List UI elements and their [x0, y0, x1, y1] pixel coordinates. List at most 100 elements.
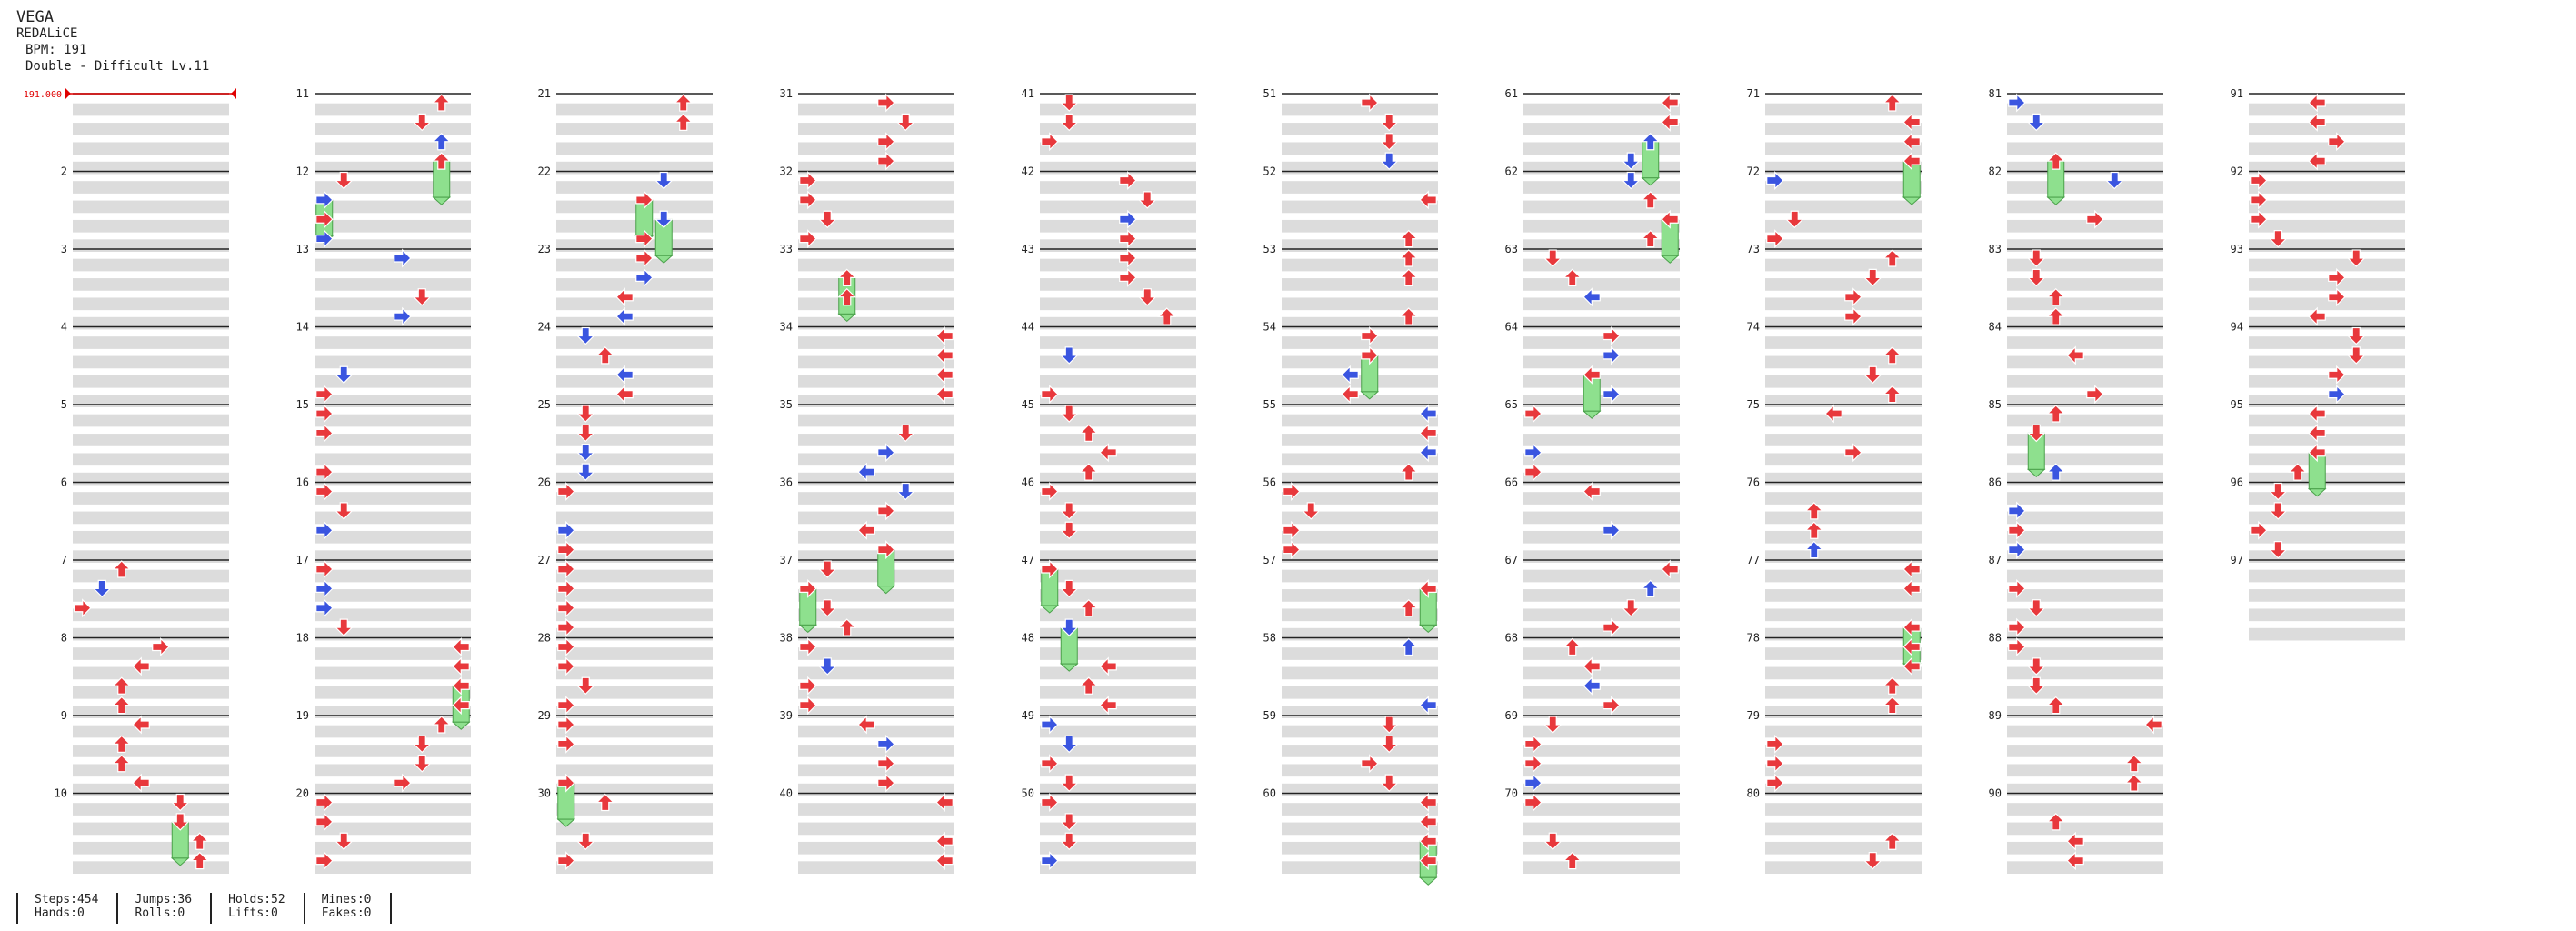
measure-number: 44: [1022, 321, 1034, 334]
step-arrow: [1641, 191, 1661, 209]
step-arrow: [1059, 618, 1079, 636]
beat-band: [2007, 861, 2163, 874]
beat-band: [2007, 725, 2163, 738]
measure-number: 7: [61, 554, 67, 566]
measure-number: 67: [1505, 554, 1518, 566]
step-arrow: [315, 578, 334, 598]
beat-band: [2249, 278, 2405, 291]
beat-band: [798, 355, 954, 369]
measure-number: 34: [780, 321, 793, 334]
step-arrow: [432, 94, 452, 112]
beat-band: [2007, 219, 2163, 233]
beat-band: [315, 706, 471, 718]
hold-tail: [1040, 605, 1060, 614]
stats-group-mines: Mines:0 Fakes:0: [303, 893, 392, 924]
step-arrow: [1059, 774, 1079, 792]
beat-band: [1040, 316, 1196, 330]
beat-band: [2249, 589, 2405, 602]
beat-band: [1040, 647, 1196, 660]
step-arrow: [1119, 248, 1137, 268]
beat-band: [1040, 239, 1196, 252]
beat-band: [556, 841, 713, 855]
beat-band: [73, 395, 229, 407]
measure-number: 60: [1263, 787, 1276, 800]
beat-band: [1523, 841, 1680, 855]
beat-band: [73, 492, 229, 505]
hold-tail: [2307, 488, 2327, 497]
chart-difficulty-label: Double - Difficult Lv.11: [25, 59, 210, 74]
beat-band: [315, 355, 471, 369]
holds-count: Holds:52: [228, 893, 285, 906]
beat-band: [1282, 822, 1438, 836]
jumps-count: Jumps:36: [135, 893, 193, 906]
beat-band: [2249, 142, 2405, 155]
beat-band: [73, 453, 229, 466]
beat-band: [798, 103, 954, 116]
beat-band: [798, 219, 954, 233]
step-arrow: [132, 656, 150, 676]
step-arrow: [1283, 520, 1301, 540]
step-arrow: [1079, 676, 1099, 695]
measure-number: 18: [296, 632, 309, 645]
beat-band: [1282, 316, 1438, 330]
beat-band: [1765, 103, 1922, 116]
beat-band: [1523, 434, 1680, 446]
step-arrow: [1844, 306, 1862, 326]
step-arrow: [1766, 773, 1784, 793]
step-arrow: [1603, 617, 1621, 637]
step-arrow: [575, 424, 595, 443]
beat-band: [798, 200, 954, 214]
measure-number: 72: [1747, 165, 1760, 178]
step-arrow: [2008, 540, 2026, 560]
step-arrow: [1524, 462, 1543, 482]
step-arrow: [1419, 831, 1437, 851]
measure-number: 25: [538, 398, 551, 411]
beat-band: [315, 336, 471, 349]
step-arrow: [635, 267, 654, 287]
beat-band: [2007, 414, 2163, 427]
hold-tail: [1418, 876, 1438, 886]
measure-number: 13: [296, 243, 309, 255]
step-arrow: [2268, 482, 2288, 501]
beat-band: [1765, 511, 1922, 525]
step-arrow: [315, 385, 334, 405]
step-arrow: [2288, 463, 2308, 481]
hold-tail: [798, 624, 818, 634]
step-arrow: [2086, 385, 2104, 405]
measure-number: 40: [780, 787, 793, 800]
song-header: VEGA REDALiCE BPM: 191 Double - Difficul…: [16, 9, 209, 75]
beat-band: [1040, 395, 1196, 407]
step-arrow: [2046, 287, 2066, 306]
beat-band: [1523, 142, 1680, 155]
step-arrow: [654, 210, 674, 229]
beat-band: [1765, 316, 1922, 330]
hold-tail: [1660, 255, 1680, 264]
measure-number: 96: [2231, 476, 2243, 489]
measure-number: 71: [1747, 87, 1760, 100]
step-arrow: [799, 171, 817, 190]
hands-count: Hands:0: [35, 906, 85, 920]
beat-band: [1282, 219, 1438, 233]
step-arrow: [557, 520, 575, 540]
step-arrow: [557, 617, 575, 637]
step-arrow: [1399, 637, 1419, 656]
beat-band: [1523, 316, 1680, 330]
step-arrow: [799, 676, 817, 696]
rolls-count: Rolls:0: [135, 906, 185, 920]
beat-band: [73, 550, 229, 563]
measure-number: 48: [1022, 632, 1034, 645]
measure-number: 28: [538, 632, 551, 645]
measure-number: 38: [780, 632, 793, 645]
beat-band: [315, 841, 471, 855]
beat-band: [1282, 492, 1438, 505]
step-arrow: [394, 248, 412, 268]
beat-band: [1282, 258, 1438, 272]
beat-band: [2007, 336, 2163, 349]
beat-band: [556, 239, 713, 252]
step-arrow: [1379, 133, 1399, 151]
step-arrow: [2008, 637, 2026, 656]
step-arrow: [575, 326, 595, 345]
song-artist: REDALiCE: [16, 26, 78, 41]
step-arrow: [575, 463, 595, 481]
beat-band: [315, 375, 471, 388]
